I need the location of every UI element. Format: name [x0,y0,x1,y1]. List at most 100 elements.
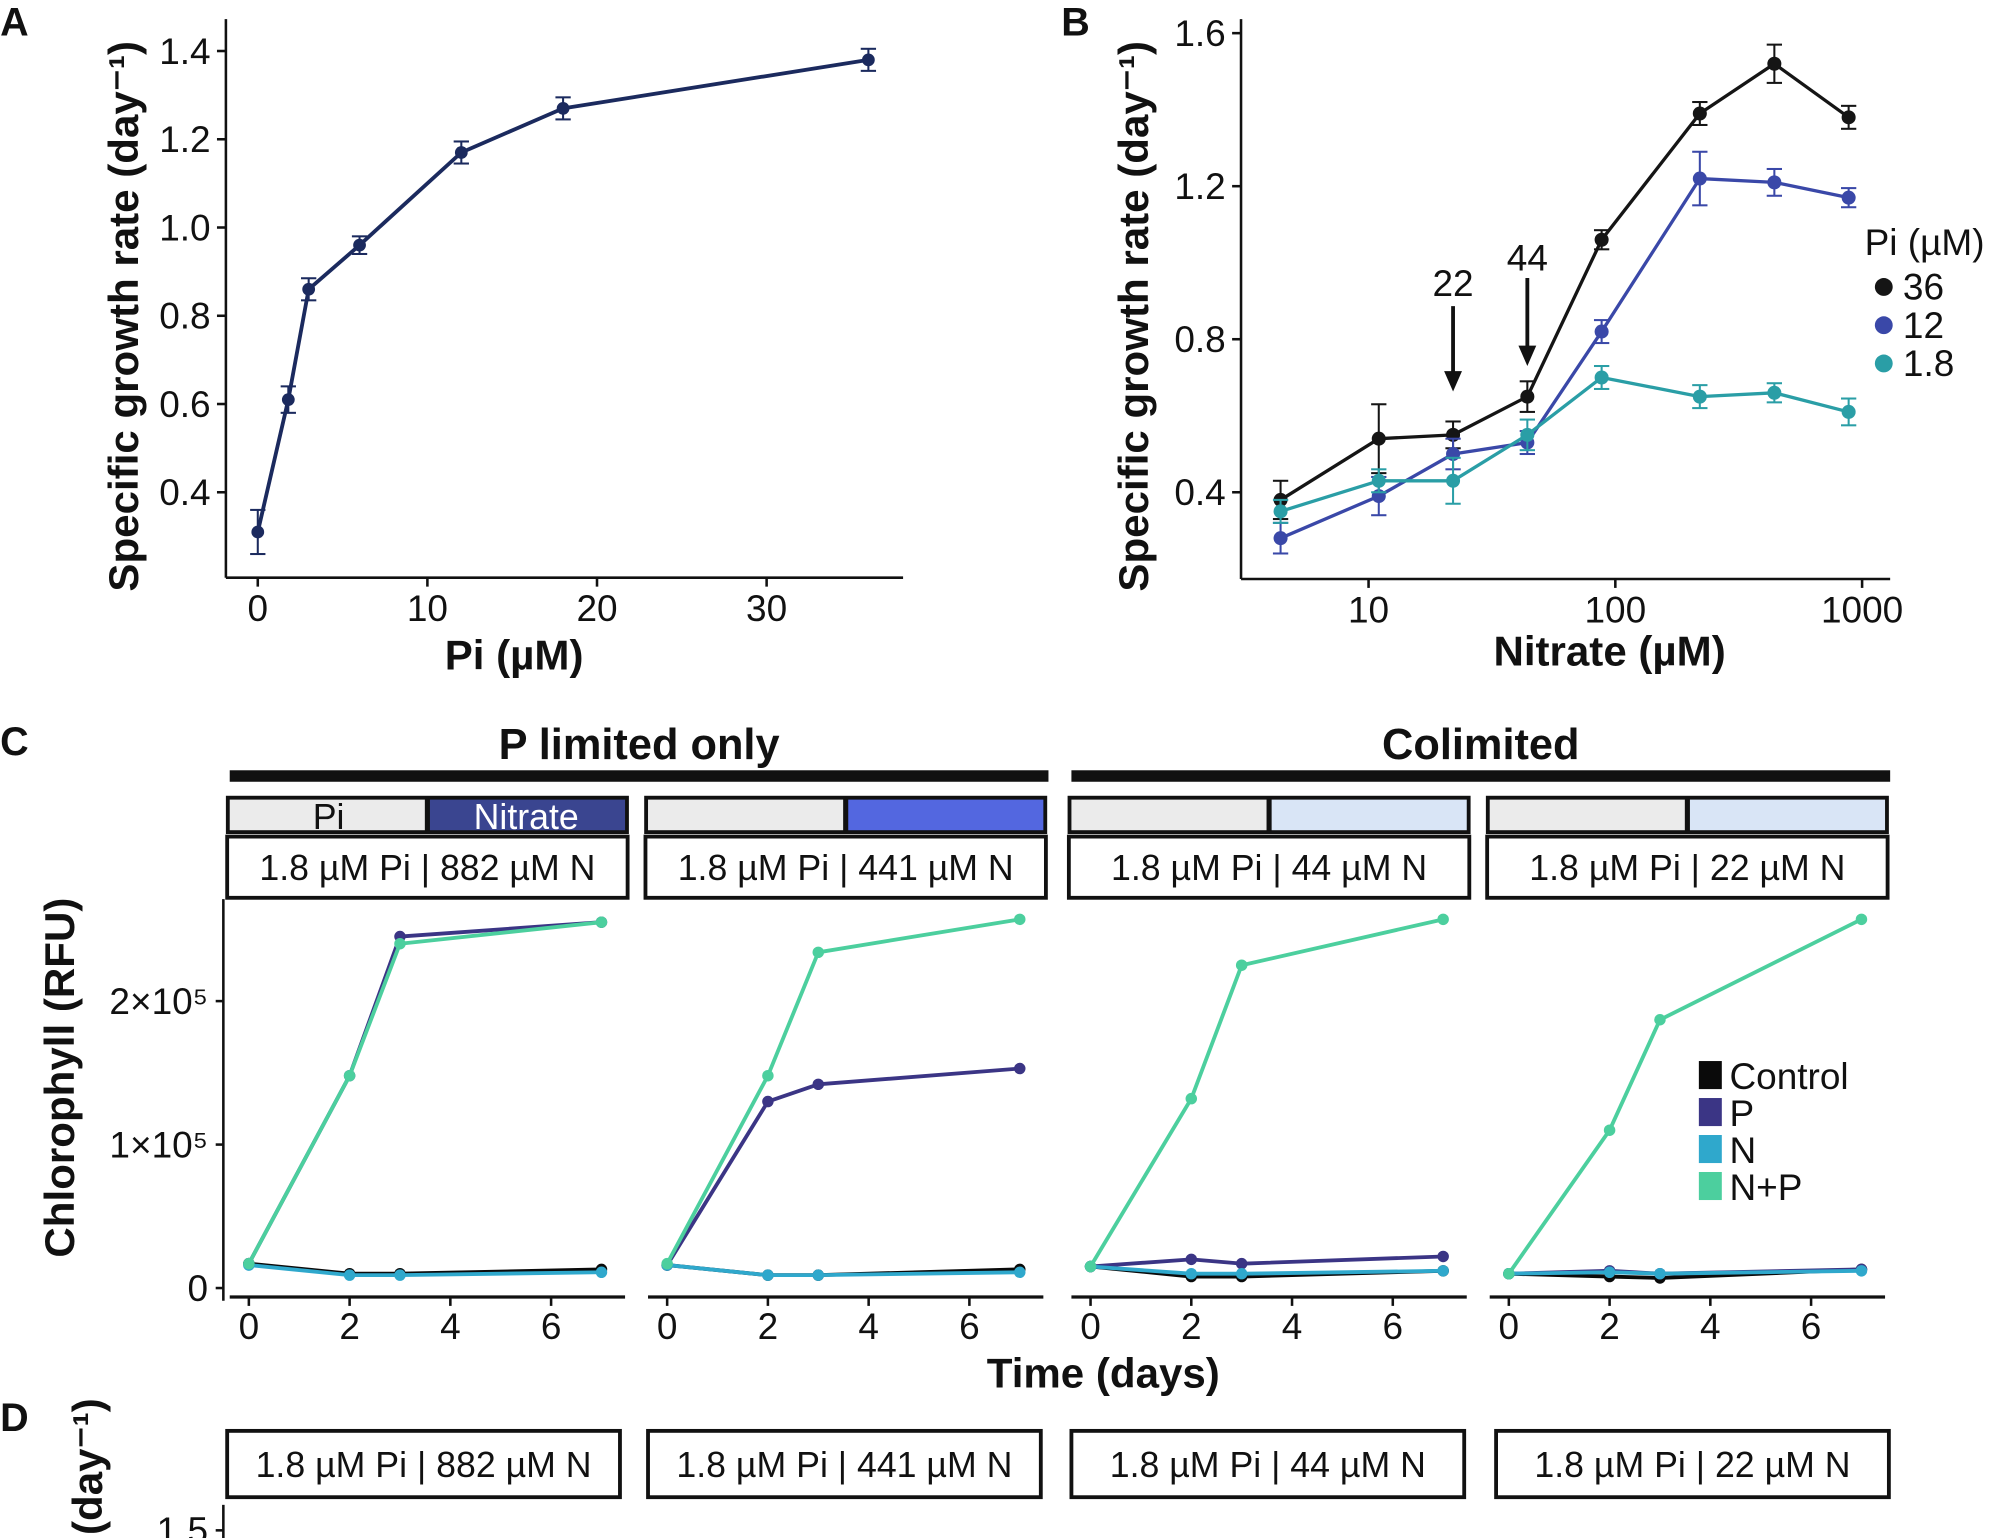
series-line-N [248,1263,602,1278]
facet-label: 1.8 µM Pi | 44 µM N [1111,848,1427,888]
data-point [812,1269,825,1281]
legend-key [1874,354,1893,373]
data-point [1185,1253,1198,1266]
facet-4 [1485,795,1890,900]
data-point [762,1269,774,1281]
data-point [1014,1062,1026,1075]
x-axis-title: Nitrate (µM) [1493,628,1725,675]
y-axis-title: Chlorophyll (RFU) [36,898,83,1258]
data-point [1654,1014,1666,1026]
arrow-head [1518,345,1537,367]
data-point [595,916,608,928]
data-point [343,1269,356,1281]
facet-3 [1066,795,1472,900]
x-tick-label: 0 [239,1306,260,1347]
data-point [1235,1267,1248,1280]
panel-letter-c: C [0,720,29,764]
x-tick-label: 4 [1700,1306,1721,1347]
x-tick-label: 0 [657,1306,678,1347]
strip-pi [1071,799,1267,831]
data-point [1014,913,1026,926]
data-point [1084,1260,1097,1273]
x-tick-label: 100 [1584,589,1646,630]
data-point [1594,232,1609,247]
facet-label-box [1069,1428,1467,1500]
x-tick-label: 6 [1383,1306,1404,1347]
facet-label: 1.8 µM Pi | 22 µM N [1529,848,1845,888]
data-point [812,946,825,959]
facet-label-box [643,834,1048,900]
y-tick-label: 1.2 [159,119,210,160]
data-point [1437,913,1449,926]
legend-label: N [1729,1130,1756,1171]
series-line-N [1090,1264,1444,1276]
y-tick-label: 1.6 [1174,13,1225,54]
data-point [595,1266,608,1279]
data-point [762,1095,774,1108]
x-axis-title: Time (days) [987,1350,1220,1397]
legend-label: P [1729,1093,1754,1134]
data-point [1371,431,1386,446]
x-tick-label: 1000 [1821,589,1903,630]
legend-key [1698,1135,1722,1164]
data-point [1594,324,1609,339]
data-point [1235,959,1248,971]
series-line [255,57,869,533]
y-axis-title: Specific growth rate (day⁻¹) [100,41,147,592]
series-line-N+P [665,917,1021,1265]
series-line-N [1508,1268,1862,1276]
data-point [1273,531,1288,546]
facet-1 [225,795,630,900]
series-line-1.8 [1280,375,1850,513]
data-point [1503,1267,1515,1280]
data-point [302,282,316,296]
facet-label: 1.8 µM Pi | 44 µM N [1110,1445,1426,1485]
data-point [1841,404,1856,419]
x-tick-label: 6 [541,1306,562,1347]
y-tick-label: 0 [187,1268,208,1309]
facet-label-box [225,1428,622,1500]
strip-pi [1489,799,1685,831]
data-point [1520,389,1535,404]
data-point [1855,1265,1868,1277]
series-line-N+P [1088,917,1444,1268]
arrow-annotation-label: 44 [1507,237,1548,278]
data-point [1767,385,1782,400]
data-point [1841,190,1856,205]
x-tick-label: 2 [1599,1306,1620,1347]
y-tick-label: 1×10⁵ [109,1124,208,1165]
y-tick-label: 1.5 [157,1510,208,1538]
data-point [812,1078,825,1091]
facet-label: 1.8 µM Pi | 441 µM N [676,1445,1012,1485]
legend-label: 12 [1903,305,1944,346]
data-point [862,53,875,67]
strip-nitrate [1271,799,1467,831]
series-line-12 [1279,176,1849,540]
strip-nitrate [1689,799,1886,831]
data-point [1371,473,1386,488]
legend-label: N+P [1729,1167,1802,1208]
data-point [394,1269,406,1281]
strip-nitrate-label: Nitrate [474,797,579,837]
data-point [1654,1267,1666,1280]
x-tick-label: 6 [959,1306,980,1347]
series-line-P [665,1066,1020,1267]
legend-title: Pi (µM) [1865,222,1985,263]
data-point [1767,56,1782,71]
strip-pi-label: Pi [313,797,345,837]
facet-label: 1.8 µM Pi | 882 µM N [259,848,595,888]
series-line-N+P [247,920,602,1265]
y-tick-label: 0.4 [159,472,210,513]
data-point [394,937,406,950]
series-line-N [666,1263,1020,1278]
series-line-P [1090,1254,1444,1269]
panel-letter-b: B [1061,1,1090,45]
strip-pi [229,799,425,831]
data-point [1692,171,1707,186]
data-point [661,1257,673,1270]
panel-letter-a: A [0,1,29,45]
x-tick-label: 0 [247,588,268,629]
facet-label-box [225,834,630,900]
x-tick-label: 10 [1348,589,1389,630]
